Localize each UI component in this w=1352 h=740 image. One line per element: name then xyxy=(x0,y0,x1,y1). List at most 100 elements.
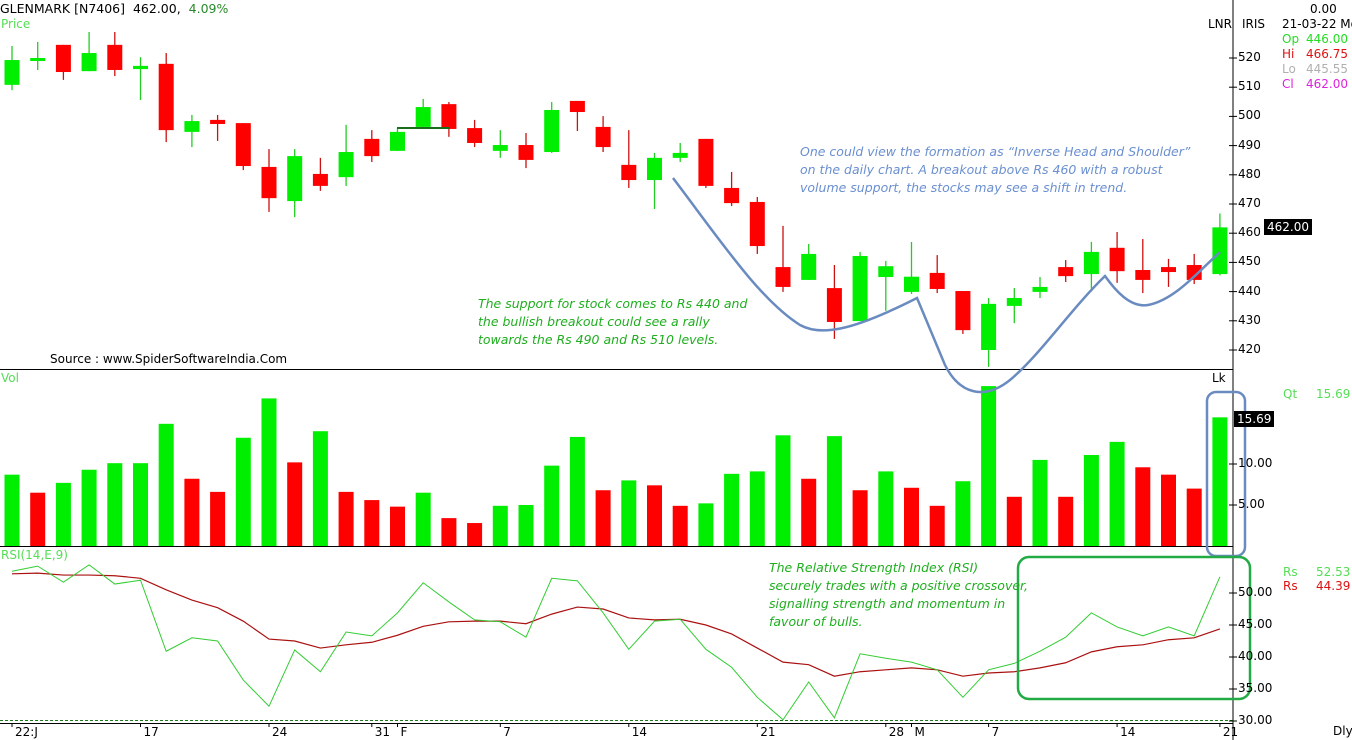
ohlc-label: Hi xyxy=(1282,47,1295,61)
iris-label[interactable]: IRIS xyxy=(1242,17,1266,31)
rsi-tick-label: 45.00 xyxy=(1238,617,1273,631)
candle xyxy=(981,298,997,367)
candle xyxy=(929,255,945,294)
ohlc-panel: Op 446.00 Hi 466.75 Lo 445.55 Cl 462.00 xyxy=(1282,32,1352,92)
volume-bar xyxy=(235,437,251,546)
lnr-label[interactable]: LNR xyxy=(1208,17,1232,31)
candle-body xyxy=(364,138,380,157)
candle xyxy=(672,142,688,162)
rsi-highlight-box[interactable] xyxy=(1016,555,1252,701)
volume-unit-label: Lk xyxy=(1212,371,1226,385)
volume-bar xyxy=(133,463,148,546)
price-tick-label: 490 xyxy=(1238,137,1261,152)
rsi-tick-label: 30.00 xyxy=(1238,713,1273,727)
volume-bar xyxy=(261,398,277,546)
candle-body xyxy=(801,253,817,280)
time-tick-label: 24 xyxy=(272,725,288,739)
rsi-value: 52.53 xyxy=(1316,565,1351,579)
volume-bar xyxy=(1186,488,1202,546)
candle xyxy=(55,44,71,80)
volume-bars xyxy=(4,386,1228,546)
candle xyxy=(467,119,483,148)
volume-bar xyxy=(364,500,380,546)
price-tick-label: 510 xyxy=(1238,79,1261,94)
rsi-annotation: The Relative Strength Index (RSI) secure… xyxy=(769,559,1028,631)
candle xyxy=(1135,239,1151,294)
volume-bar xyxy=(441,518,457,546)
volume-bar xyxy=(955,481,971,546)
candle-body xyxy=(210,119,226,124)
candle-body xyxy=(929,272,945,289)
candle-body xyxy=(338,152,354,178)
annotation-line: One could view the formation as “Inverse… xyxy=(800,144,1191,159)
candle-body xyxy=(81,53,97,72)
price-tick-label: 460 xyxy=(1238,225,1261,240)
volume-bar xyxy=(852,490,868,546)
price-tick-label: 430 xyxy=(1238,312,1261,327)
volume-bar xyxy=(312,431,328,546)
candle-body xyxy=(287,156,303,202)
volume-bar xyxy=(1135,467,1151,546)
volume-bar xyxy=(672,505,688,546)
time-tick-label: 14 xyxy=(1120,725,1136,739)
candle xyxy=(544,102,560,153)
candle-body xyxy=(312,173,328,186)
rsi-tick-label: 50.00 xyxy=(1238,585,1273,599)
annotation-line: securely trades with a positive crossove… xyxy=(769,578,1028,593)
candle xyxy=(749,196,765,254)
volume-bar xyxy=(518,505,534,546)
candle-body xyxy=(826,288,842,322)
price-tick-label: 450 xyxy=(1238,254,1261,269)
candle xyxy=(107,32,123,77)
candle-body xyxy=(544,109,560,153)
candle xyxy=(647,152,662,209)
candle xyxy=(595,116,611,153)
candle xyxy=(1161,258,1176,287)
candle-body xyxy=(55,44,71,73)
candle xyxy=(184,114,200,148)
candle xyxy=(158,53,174,143)
candle-body xyxy=(775,267,791,287)
volume-bar xyxy=(1161,474,1176,546)
annotation-line: the bullish breakout could see a rally xyxy=(478,314,710,329)
candle xyxy=(441,102,457,137)
inverse-head-shoulders-drawing[interactable] xyxy=(672,177,1221,394)
candle xyxy=(210,114,226,141)
price-tick-label: 420 xyxy=(1238,342,1261,356)
price-tick-label: 520 xyxy=(1238,50,1261,64)
period-label[interactable]: Dly xyxy=(1333,724,1352,738)
rsi-tick-label: 35.00 xyxy=(1238,681,1273,695)
time-tick-label: 21 xyxy=(760,725,776,739)
candle xyxy=(698,138,714,188)
candle-body xyxy=(621,164,637,181)
candle xyxy=(518,133,534,169)
volume-bar xyxy=(724,473,740,546)
annotation-line: The Relative Strength Index (RSI) xyxy=(769,560,979,575)
volume-bar xyxy=(698,503,714,546)
candle-body xyxy=(133,65,148,70)
time-tick-label: 21 xyxy=(1222,725,1239,739)
volume-bar xyxy=(467,523,483,546)
time-tick-label: 22:J xyxy=(15,725,38,739)
candle-body xyxy=(415,107,431,127)
volume-bar xyxy=(1212,417,1228,546)
ohlc-row: Cl 462.00 xyxy=(1282,77,1352,92)
candle xyxy=(1058,260,1074,282)
chart-header: GLENMARK [N7406] 462.00, 4.09% xyxy=(0,1,228,16)
last-price: 462.00, xyxy=(132,1,181,16)
price-tick-label: 440 xyxy=(1238,283,1261,298)
candle-body xyxy=(441,104,457,129)
rsi-pane-label: RSI(14,E,9) xyxy=(1,548,68,562)
current-price-marker: 462.00 xyxy=(1264,219,1312,235)
annotation-line: favour of bulls. xyxy=(769,614,863,629)
volume-bar xyxy=(338,491,354,546)
rsi-tick-label: 40.00 xyxy=(1238,649,1273,663)
candle-body xyxy=(595,126,611,148)
candle-body xyxy=(672,152,688,158)
volume-bar xyxy=(1032,459,1048,546)
candle xyxy=(312,157,328,191)
candle xyxy=(955,291,971,334)
volume-bar xyxy=(1083,454,1099,546)
candle xyxy=(1109,232,1125,283)
